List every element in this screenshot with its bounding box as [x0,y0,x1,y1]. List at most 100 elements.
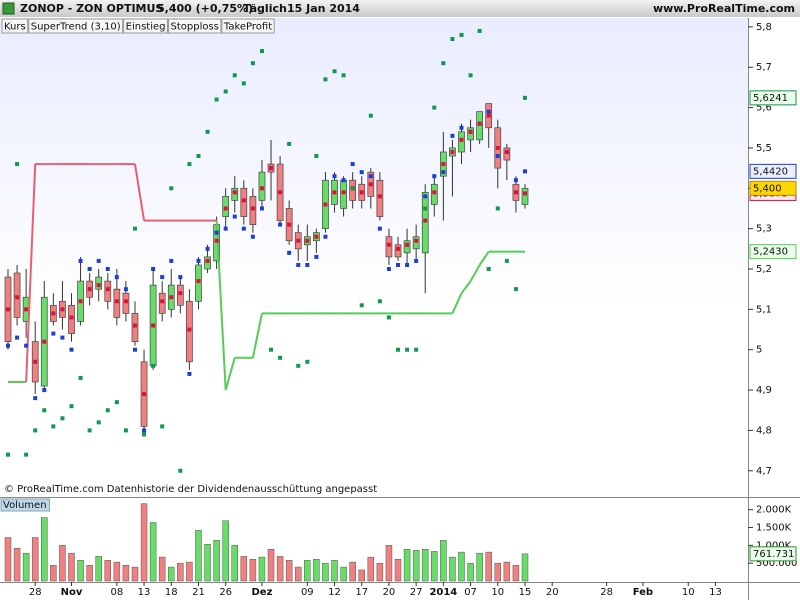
signal-dot [69,315,74,320]
legend-entry: Einstieg [126,22,166,33]
signal-dot [287,250,292,255]
signal-dot [24,307,29,312]
site[interactable]: www.ProRealTime.com [653,2,795,15]
volume-bar [140,503,148,582]
supertrend-segment [215,220,227,391]
x-tick-label: 18 [165,587,178,598]
candle-body [394,244,402,258]
volume-bar [322,562,329,582]
price-panel [0,18,748,497]
signal-dot [169,186,174,191]
signal-dot [278,355,283,360]
signal-dot [386,267,391,272]
volume-bar [349,561,356,582]
signal-dot [405,242,410,247]
signal-dot [259,206,264,211]
signal-dot [24,343,29,348]
signal-dot [250,61,255,66]
signal-dot [187,371,192,376]
signal-dot [105,267,110,272]
signal-dot [223,89,228,94]
signal-dot [269,347,274,352]
signal-dot [468,73,473,78]
signal-dot [15,162,20,167]
x-tick-label: 10 [491,587,504,598]
signal-dot [178,468,183,473]
signal-dot [42,408,47,413]
legend-box [221,18,275,34]
signal-dot [305,238,310,243]
signal-dot [423,218,428,223]
signal-dot [477,121,482,126]
signal-dot [169,258,174,263]
x-tick-label: 10 [682,587,695,598]
volume-bar [431,551,438,582]
signal-dot [187,327,192,332]
signal-dot [405,262,410,267]
volume-bar [204,544,211,582]
signal-dot [6,452,10,457]
signal-dot [51,424,56,429]
date: 15 Jan 2014 [287,2,360,15]
signal-dot [42,339,47,344]
x-tick-label: 13 [709,587,722,598]
supertrend-segment [133,163,146,221]
signal-dot [405,347,410,352]
signal-dot [522,191,527,196]
signal-dot [214,97,219,102]
last-value-box [749,163,797,179]
signal-dot [33,359,38,364]
signal-dot [69,347,74,352]
y-tick-label: 5,5 [756,143,772,154]
y-tick-label: 4,7 [756,466,772,477]
volume-bar [31,537,39,582]
signal-dot [132,226,137,231]
signal-dot [78,375,83,380]
x-tick-label: 07 [464,587,477,598]
x-tick-label: Dez [252,587,273,598]
signal-dot [522,169,527,174]
supertrend-segment [451,292,463,314]
signal-dot [332,190,337,195]
signal-dot [24,452,29,457]
signal-dot [323,77,328,82]
signal-dot [114,299,119,304]
signal-dot [396,262,401,267]
candle-body [258,171,266,201]
signal-dot [259,49,264,54]
signal-dot [214,230,219,235]
signal-dot [513,190,518,195]
signal-dot [341,178,346,183]
volume-bar [258,556,266,582]
signal-dot [504,258,509,263]
volume-bar [22,552,30,582]
signal-dot [6,343,10,348]
volume-bar [267,549,275,582]
signal-dot [450,149,455,154]
signal-dot [15,295,20,300]
signal-dot [60,416,65,421]
signal-dot [386,242,391,247]
y-tick-label: 1.500K [756,523,792,534]
candle-body [349,179,357,201]
volume-bar [59,545,66,582]
signal-dot [205,129,210,134]
signal-dot [414,347,419,352]
candle-body [412,236,420,250]
signal-dot [142,432,147,437]
signal-dot [6,307,10,312]
signal-dot [486,113,491,118]
title-bar [0,0,800,17]
candle-body [68,304,75,334]
signal-dot [305,359,310,364]
signal-dot [368,174,373,179]
candle-body [113,288,121,318]
volume-bar [340,566,347,582]
signal-dot [160,299,165,304]
volume-bar [449,556,456,582]
volume-bar [458,551,465,582]
signal-dot [486,267,491,272]
volume-bar [95,556,102,582]
